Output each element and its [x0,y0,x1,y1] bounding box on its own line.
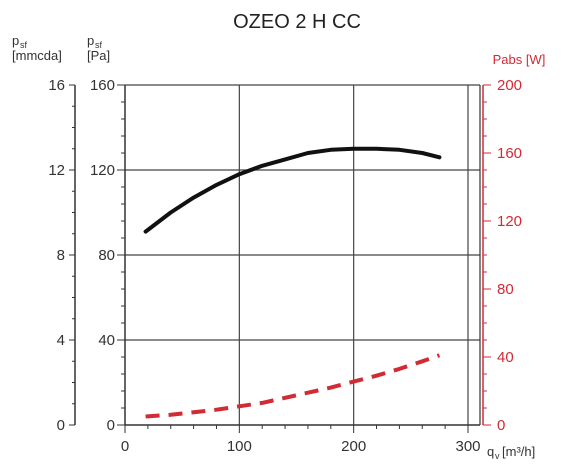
chart-title: OZEO 2 H CC [233,11,361,33]
y-outer-label-unit: [mmcda] [12,48,62,63]
y-right-tick-label: 200 [497,77,522,94]
x-tick-label: 100 [227,438,252,455]
y-right-tick-label: 0 [497,417,505,434]
y-outer-tick-label: 12 [48,162,65,179]
x-label-main: q [487,444,494,459]
y-outer-tick-label: 8 [57,247,65,264]
x-label-sub: v [495,451,500,461]
power-curve-line [145,353,441,419]
x-axis-label: q v [m³/h] [487,444,535,461]
y-axis-left-outer-label: p sf [mmcda] [12,33,62,63]
y-inner-tick-label: 40 [98,332,115,349]
y-inner-label-sub: sf [95,40,103,50]
tick-labels: 0 100 200 300040801201600481216040801201602… [48,77,522,455]
y-axis-right-label: Pabs [W] [493,52,546,67]
y-inner-tick-label: 160 [90,77,115,94]
y-outer-tick-label: 16 [48,77,65,94]
series [143,146,442,419]
grid [125,84,480,425]
pressure-curve-line [143,146,442,234]
x-label-unit: [m³/h] [502,444,535,459]
x-tick-label: 200 [341,438,366,455]
y-outer-label-main: p [12,33,19,48]
y-inner-label-unit: [Pa] [87,48,110,63]
y-right-tick-label: 160 [497,145,522,162]
axes [69,84,491,433]
y-right-tick-label: 80 [497,281,514,298]
x-tick-label: 0 [121,438,129,455]
y-inner-tick-label: 0 [107,417,115,434]
x-tick-label: 300 [455,438,480,455]
y-axis-left-inner-label: p sf [Pa] [87,33,110,63]
y-inner-label-main: p [87,33,94,48]
y-inner-tick-label: 120 [90,162,115,179]
y-right-tick-label: 120 [497,213,522,230]
y-inner-tick-label: 80 [98,247,115,264]
y-right-tick-label: 40 [497,349,514,366]
y-outer-tick-label: 0 [57,417,65,434]
y-outer-label-sub: sf [20,40,28,50]
y-outer-tick-label: 4 [57,332,65,349]
